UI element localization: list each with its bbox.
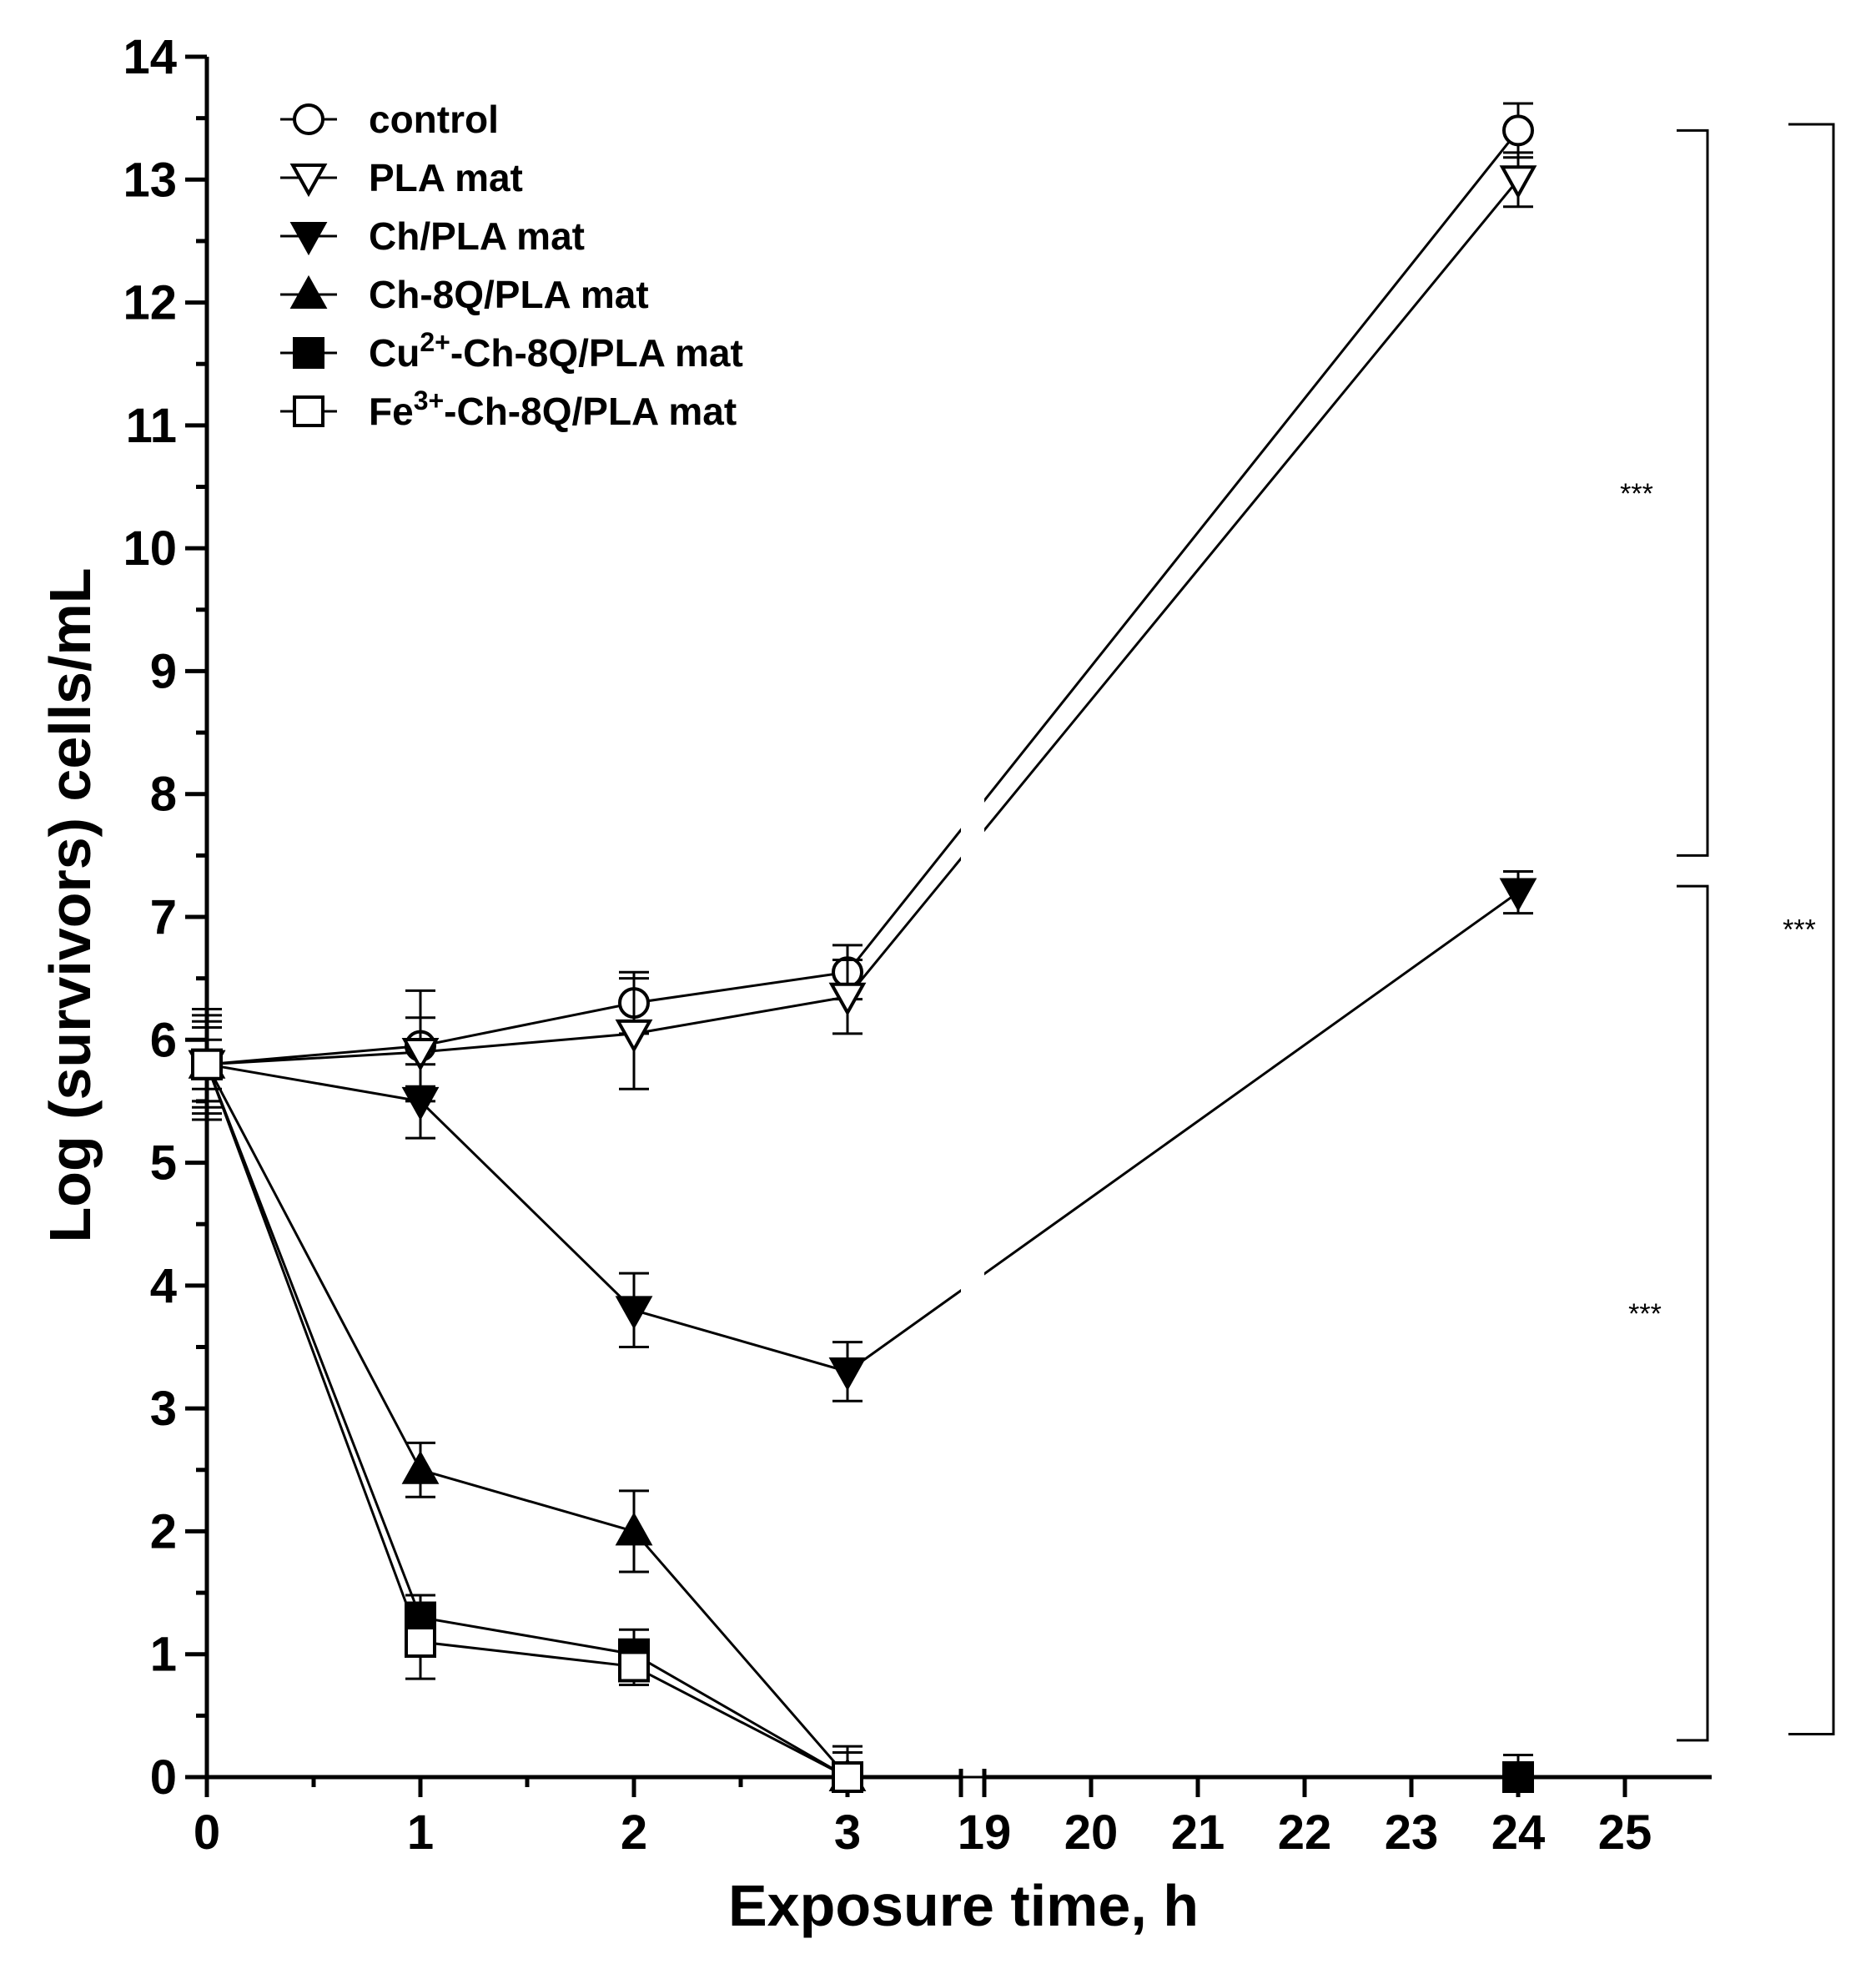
series-4 bbox=[191, 1014, 1534, 1793]
data-point bbox=[1502, 1761, 1534, 1793]
legend-label-suffix: control bbox=[369, 98, 499, 141]
y-tick-label: 10 bbox=[123, 521, 177, 576]
significance-bracket: *** bbox=[1783, 123, 1835, 1735]
legend-label-superscript: 3+ bbox=[414, 385, 444, 415]
y-tick-label: 11 bbox=[126, 399, 177, 453]
y-axis-title: Log (survivors) cells/mL bbox=[38, 567, 103, 1242]
significance-brackets: *** *** *** bbox=[1620, 123, 1835, 1742]
significance-label: *** bbox=[1628, 1298, 1662, 1330]
legend-item: Fe3+-Ch-8Q/PLA mat bbox=[280, 385, 737, 433]
y-tick-label: 2 bbox=[150, 1504, 177, 1559]
data-point bbox=[618, 1650, 650, 1683]
y-tick-label: 0 bbox=[150, 1750, 177, 1805]
data-point bbox=[401, 1086, 440, 1121]
series-line bbox=[205, 1064, 848, 1779]
data-point bbox=[405, 1625, 436, 1658]
series-line bbox=[205, 1064, 1518, 1779]
legend-label-prefix: Cu bbox=[369, 331, 420, 375]
data-point bbox=[615, 1296, 653, 1330]
series-3 bbox=[188, 1038, 867, 1791]
legend-marker bbox=[289, 222, 328, 256]
legend-label-superscript: 2+ bbox=[420, 327, 450, 357]
series-line bbox=[205, 1064, 849, 1778]
y-tick-label: 1 bbox=[150, 1628, 177, 1682]
x-tick-label: 0 bbox=[194, 1805, 220, 1860]
y-tick-label: 8 bbox=[150, 768, 177, 822]
x-tick-label: 19 bbox=[958, 1805, 1012, 1860]
data-point bbox=[615, 1019, 653, 1054]
legend-marker bbox=[293, 395, 324, 427]
legend-item: PLA mat bbox=[280, 156, 523, 199]
x-tick-label: 25 bbox=[1598, 1805, 1652, 1860]
series-line bbox=[206, 891, 1519, 1373]
legend-marker bbox=[293, 337, 324, 369]
x-tick-label: 2 bbox=[621, 1805, 647, 1860]
legend-item: Ch/PLA mat bbox=[280, 214, 585, 258]
data-point bbox=[401, 1450, 440, 1484]
data-point bbox=[1499, 165, 1537, 199]
legend-marker bbox=[293, 103, 324, 135]
legend-label: Ch/PLA mat bbox=[369, 214, 585, 258]
x-tick-label: 21 bbox=[1171, 1805, 1225, 1860]
legend-item: control bbox=[280, 98, 499, 141]
y-tick-label: 3 bbox=[150, 1382, 177, 1436]
y-tick-label: 5 bbox=[150, 1136, 177, 1191]
data-point bbox=[828, 1357, 867, 1392]
x-tick-label: 23 bbox=[1385, 1805, 1439, 1860]
legend-label: control bbox=[369, 98, 499, 141]
legend-label-suffix: PLA mat bbox=[369, 156, 523, 199]
legend-label: Ch-8Q/PLA mat bbox=[369, 273, 649, 316]
x-tick-label: 20 bbox=[1064, 1805, 1119, 1860]
legend: control PLA mat Ch/PLA mat Ch-8Q/PLA mat Cu2… bbox=[280, 98, 743, 433]
x-tick-label: 1 bbox=[407, 1805, 434, 1860]
data-point bbox=[828, 982, 867, 1016]
bracket-line bbox=[1788, 123, 1835, 1735]
data-point bbox=[832, 1761, 863, 1793]
significance-bracket: *** bbox=[1620, 128, 1709, 857]
y-tick-label: 12 bbox=[123, 276, 177, 330]
y-tick-label: 4 bbox=[150, 1259, 177, 1313]
y-tick-label: 9 bbox=[150, 644, 177, 698]
data-point bbox=[401, 1038, 440, 1072]
bracket-line bbox=[1677, 128, 1709, 857]
bracket-line bbox=[1677, 884, 1709, 1742]
legend-label-suffix: -Ch-8Q/PLA mat bbox=[444, 390, 737, 433]
legend-marker bbox=[289, 164, 328, 198]
series-line bbox=[206, 129, 1520, 1066]
legend-item: Ch-8Q/PLA mat bbox=[280, 273, 649, 316]
y-tick-label: 14 bbox=[123, 30, 177, 84]
significance-label: *** bbox=[1620, 478, 1653, 510]
legend-marker bbox=[289, 274, 328, 309]
legend-label-suffix: -Ch-8Q/PLA mat bbox=[450, 331, 743, 375]
legend-label: Fe3+-Ch-8Q/PLA mat bbox=[369, 385, 737, 433]
legend-label-suffix: Ch-8Q/PLA mat bbox=[369, 273, 649, 316]
significance-label: *** bbox=[1783, 914, 1816, 946]
x-tick-label: 3 bbox=[834, 1805, 861, 1860]
y-tick-label: 13 bbox=[123, 153, 177, 207]
x-tick-label: 24 bbox=[1491, 1805, 1546, 1860]
significance-bracket: *** bbox=[1628, 884, 1709, 1742]
legend-label: Cu2+-Ch-8Q/PLA mat bbox=[369, 327, 743, 375]
legend-label-prefix: Fe bbox=[369, 390, 414, 433]
legend-label-suffix: Ch/PLA mat bbox=[369, 214, 585, 258]
data-point bbox=[1499, 878, 1537, 912]
series-5 bbox=[191, 1026, 863, 1793]
data-point bbox=[191, 1048, 223, 1080]
data-point bbox=[615, 1512, 653, 1546]
series-2 bbox=[188, 870, 1537, 1402]
data-point bbox=[1502, 114, 1534, 147]
x-tick-label: 22 bbox=[1278, 1805, 1332, 1860]
x-axis-title: Exposure time, h bbox=[728, 1873, 1199, 1938]
y-tick-label: 6 bbox=[150, 1013, 177, 1067]
legend-item: Cu2+-Ch-8Q/PLA mat bbox=[280, 327, 743, 375]
y-tick-label: 7 bbox=[150, 890, 177, 944]
legend-label: PLA mat bbox=[369, 156, 523, 199]
series-layer bbox=[188, 102, 1537, 1793]
axis-break-gap bbox=[961, 751, 984, 1335]
